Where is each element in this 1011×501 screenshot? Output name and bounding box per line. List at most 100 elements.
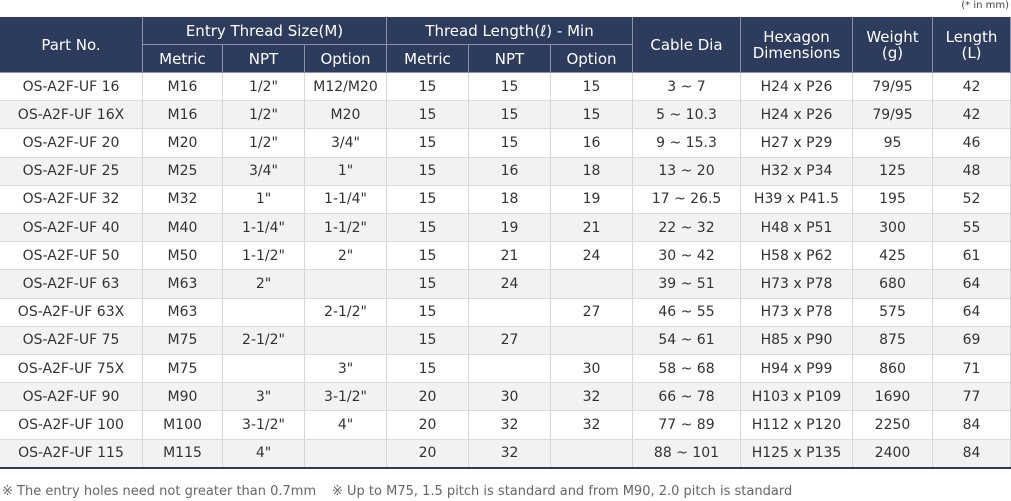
table-cell: H39 x P41.5 xyxy=(741,185,853,214)
table-cell: OS-A2F-UF 50 xyxy=(0,242,143,271)
table-cell: 79/95 xyxy=(853,73,933,102)
table-cell: 1-1/2" xyxy=(223,242,305,271)
table-cell: 46 xyxy=(933,129,1011,158)
table-cell: 46 ~ 55 xyxy=(633,298,741,327)
table-cell: 20 xyxy=(387,411,469,440)
table-cell: 79/95 xyxy=(853,101,933,130)
footnote: ※ The entry holes need not greater than … xyxy=(2,484,317,499)
table-cell: OS-A2F-UF 75 xyxy=(0,326,143,355)
table-cell: 18 xyxy=(469,185,551,214)
table-cell: H48 x P51 xyxy=(741,214,853,243)
table-cell: 5 ~ 10.3 xyxy=(633,101,741,130)
table-cell: H94 x P99 xyxy=(741,355,853,384)
table-cell: 30 ~ 42 xyxy=(633,242,741,271)
table-cell: 15 xyxy=(469,73,551,102)
header-cell: Length (L) xyxy=(933,17,1011,73)
table-cell: 15 xyxy=(387,157,469,186)
table-cell: 300 xyxy=(853,214,933,243)
table-cell: 4" xyxy=(305,411,387,440)
header-cell: Cable Dia xyxy=(633,17,741,73)
table-cell: OS-A2F-UF 115 xyxy=(0,439,143,468)
table-cell: M115 xyxy=(143,439,223,468)
table-cell: 88 ~ 101 xyxy=(633,439,741,468)
table-cell: 15 xyxy=(387,185,469,214)
table-cell: 15 xyxy=(387,270,469,299)
table-cell: H58 x P62 xyxy=(741,242,853,271)
table-cell: 195 xyxy=(853,185,933,214)
table-cell: 1690 xyxy=(853,383,933,412)
table-cell: 425 xyxy=(853,242,933,271)
table-cell: OS-A2F-UF 100 xyxy=(0,411,143,440)
table-cell: 15 xyxy=(387,355,469,384)
table-cell: 54 ~ 61 xyxy=(633,326,741,355)
header-sub: Option xyxy=(551,45,633,73)
table-cell: H24 x P26 xyxy=(741,101,853,130)
table-cell: 1/2" xyxy=(223,73,305,102)
table-cell: OS-A2F-UF 16X xyxy=(0,101,143,130)
table-cell: 15 xyxy=(469,129,551,158)
table-cell: 3 ~ 7 xyxy=(633,73,741,102)
table-cell: 2250 xyxy=(853,411,933,440)
table-cell: 2" xyxy=(223,270,305,299)
table-cell xyxy=(469,298,551,327)
table-cell: 3-1/2" xyxy=(223,411,305,440)
table-cell: 27 xyxy=(469,326,551,355)
unit-note: (* in mm) xyxy=(961,0,1009,11)
table-cell: 39 ~ 51 xyxy=(633,270,741,299)
table-cell: 32 xyxy=(551,411,633,440)
table-cell: 77 xyxy=(933,383,1011,412)
table-cell: M100 xyxy=(143,411,223,440)
table-cell: 15 xyxy=(551,101,633,130)
table-cell: H27 x P29 xyxy=(741,129,853,158)
table-cell: M75 xyxy=(143,355,223,384)
table-cell: 95 xyxy=(853,129,933,158)
table-cell: OS-A2F-UF 90 xyxy=(0,383,143,412)
table-cell: 16 xyxy=(551,129,633,158)
table-cell: 575 xyxy=(853,298,933,327)
table-cell: H32 x P34 xyxy=(741,157,853,186)
table-cell: 875 xyxy=(853,326,933,355)
table-cell xyxy=(551,439,633,468)
table-cell: 32 xyxy=(469,439,551,468)
table-cell: 3" xyxy=(223,383,305,412)
table-cell: 42 xyxy=(933,73,1011,102)
table-cell: OS-A2F-UF 63X xyxy=(0,298,143,327)
table-cell: M75 xyxy=(143,326,223,355)
table-cell: 69 xyxy=(933,326,1011,355)
table-cell xyxy=(551,326,633,355)
table-cell: 15 xyxy=(387,242,469,271)
table-cell: H73 x P78 xyxy=(741,298,853,327)
table-cell: M16 xyxy=(143,101,223,130)
table-cell: 3" xyxy=(305,355,387,384)
table-cell: 84 xyxy=(933,439,1011,468)
table-cell: OS-A2F-UF 16 xyxy=(0,73,143,102)
header-sub: Option xyxy=(305,45,387,73)
table-cell: 1-1/2" xyxy=(305,214,387,243)
table-cell: 48 xyxy=(933,157,1011,186)
table-cell: 2" xyxy=(305,242,387,271)
table-cell: M12/M20 xyxy=(305,73,387,102)
table-cell: 64 xyxy=(933,298,1011,327)
header-sub: NPT xyxy=(469,45,551,73)
table-cell: M50 xyxy=(143,242,223,271)
table-cell: 61 xyxy=(933,242,1011,271)
table-cell: 66 ~ 78 xyxy=(633,383,741,412)
table-cell xyxy=(223,355,305,384)
table-cell: H125 x P135 xyxy=(741,439,853,468)
table-cell: 16 xyxy=(469,157,551,186)
header-sub: Metric xyxy=(387,45,469,73)
table-cell: 19 xyxy=(469,214,551,243)
table-cell: 24 xyxy=(469,270,551,299)
table-cell: 21 xyxy=(469,242,551,271)
table-cell: 30 xyxy=(469,383,551,412)
table-cell: 77 ~ 89 xyxy=(633,411,741,440)
table-cell: 30 xyxy=(551,355,633,384)
table-cell xyxy=(469,355,551,384)
table-cell: 1-1/4" xyxy=(223,214,305,243)
table-cell: 680 xyxy=(853,270,933,299)
table-cell: H112 x P120 xyxy=(741,411,853,440)
table-cell xyxy=(305,439,387,468)
table-cell: 15 xyxy=(387,73,469,102)
table-cell: 20 xyxy=(387,439,469,468)
footnote: ※ Up to M75, 1.5 pitch is standard and f… xyxy=(332,484,793,499)
